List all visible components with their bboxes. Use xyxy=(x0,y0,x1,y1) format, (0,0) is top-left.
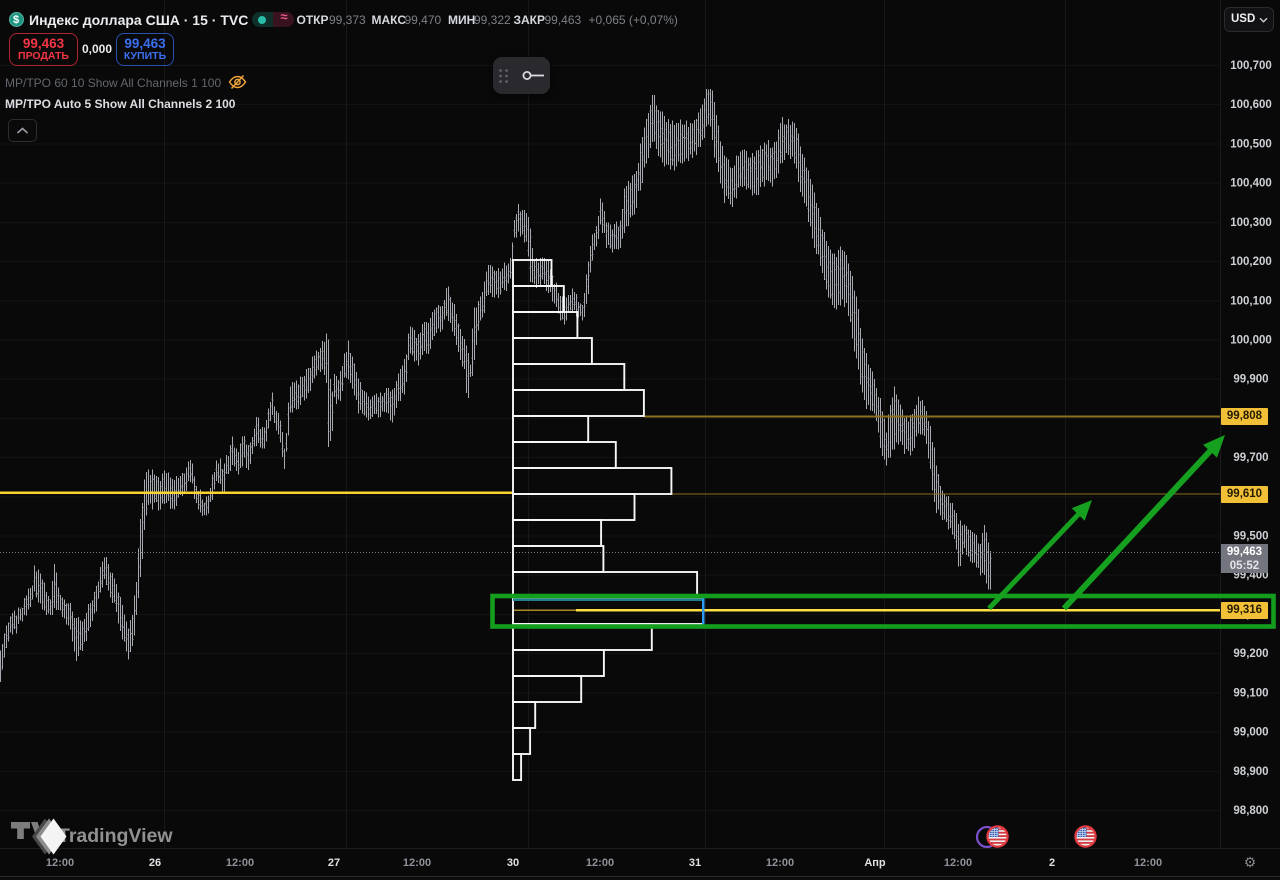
svg-text:12:00: 12:00 xyxy=(586,857,614,869)
svg-text:99,900: 99,900 xyxy=(1233,374,1268,386)
svg-text:12:00: 12:00 xyxy=(403,857,431,869)
svg-text:30: 30 xyxy=(507,857,519,869)
svg-text:98,900: 98,900 xyxy=(1233,766,1268,778)
svg-text:Апр: Апр xyxy=(864,857,886,869)
svg-text:12:00: 12:00 xyxy=(1134,857,1162,869)
svg-text:99,500: 99,500 xyxy=(1233,531,1268,543)
svg-text:100,700: 100,700 xyxy=(1230,60,1272,72)
svg-text:12:00: 12:00 xyxy=(944,857,972,869)
svg-text:99,000: 99,000 xyxy=(1233,727,1268,739)
svg-text:26: 26 xyxy=(149,857,161,869)
svg-text:99,700: 99,700 xyxy=(1233,452,1268,464)
svg-text:99,100: 99,100 xyxy=(1233,687,1268,699)
svg-text:12:00: 12:00 xyxy=(226,857,254,869)
svg-text:27: 27 xyxy=(328,857,340,869)
svg-text:12:00: 12:00 xyxy=(46,857,74,869)
svg-text:100,600: 100,600 xyxy=(1230,99,1272,111)
svg-text:100,100: 100,100 xyxy=(1230,295,1272,307)
svg-text:100,300: 100,300 xyxy=(1230,217,1272,229)
svg-text:100,500: 100,500 xyxy=(1230,138,1272,150)
svg-text:100,200: 100,200 xyxy=(1230,256,1272,268)
svg-text:12:00: 12:00 xyxy=(766,857,794,869)
svg-text:99,200: 99,200 xyxy=(1233,648,1268,660)
svg-text:100,400: 100,400 xyxy=(1230,178,1272,190)
svg-text:31: 31 xyxy=(689,857,701,869)
svg-text:98,800: 98,800 xyxy=(1233,805,1268,817)
svg-text:100,000: 100,000 xyxy=(1230,335,1272,347)
svg-text:2: 2 xyxy=(1049,857,1055,869)
svg-text:TradingView: TradingView xyxy=(58,825,173,847)
